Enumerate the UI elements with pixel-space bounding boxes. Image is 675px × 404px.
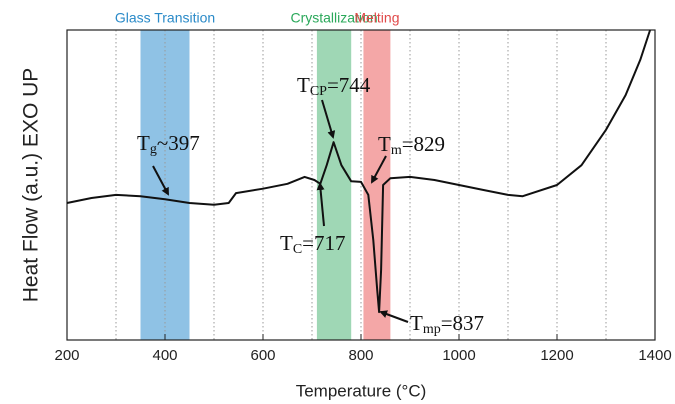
annotation-arrow — [371, 155, 387, 184]
x-tick-label: 1000 — [442, 347, 475, 364]
annotation-sub: CP — [310, 84, 327, 99]
x-tick-label: 1200 — [540, 347, 573, 364]
annotation: TC=717 — [280, 231, 346, 257]
annotation-sub: g — [150, 142, 157, 157]
annotation-arrow — [321, 99, 336, 139]
annotation-main: T — [280, 231, 293, 255]
annotation-sub: m — [391, 143, 402, 158]
annotation-arrow — [152, 165, 169, 196]
x-tick-label: 600 — [250, 347, 275, 364]
data-line — [66, 29, 652, 314]
annotation: Tg~397 — [137, 131, 200, 157]
annotation-sub: mp — [423, 322, 441, 337]
annotation-main: T — [378, 132, 391, 156]
annotation-suffix: =717 — [302, 231, 345, 255]
region-label: Melting — [354, 10, 399, 26]
annotation: TCP=744 — [297, 73, 371, 99]
annotation-main: T — [297, 73, 310, 97]
x-tick-label: 800 — [348, 347, 373, 364]
annotation-arrow — [379, 310, 409, 323]
annotation-suffix: ~397 — [157, 131, 200, 155]
x-tick-label: 400 — [152, 347, 177, 364]
y-axis-label: Heat Flow (a.u.) EXO UP — [20, 68, 43, 303]
annotation-arrow — [316, 182, 325, 227]
annotation-main: T — [410, 311, 423, 335]
region-label: Glass Transition — [115, 10, 215, 26]
annotation-suffix: =829 — [402, 132, 445, 156]
region-band — [140, 30, 190, 340]
annotation: Tm=829 — [378, 132, 445, 158]
x-axis-label: Temperature (°C) — [296, 381, 427, 400]
annotation: Tmp=837 — [410, 311, 484, 337]
x-tick-label: 200 — [54, 347, 79, 364]
annotation-sub: C — [293, 242, 302, 257]
x-tick-label: 1400 — [638, 347, 671, 364]
annotation-suffix: =837 — [441, 311, 484, 335]
region-label: Crystallization — [290, 10, 377, 26]
annotation-main: T — [137, 131, 150, 155]
annotation-suffix: =744 — [327, 73, 371, 97]
